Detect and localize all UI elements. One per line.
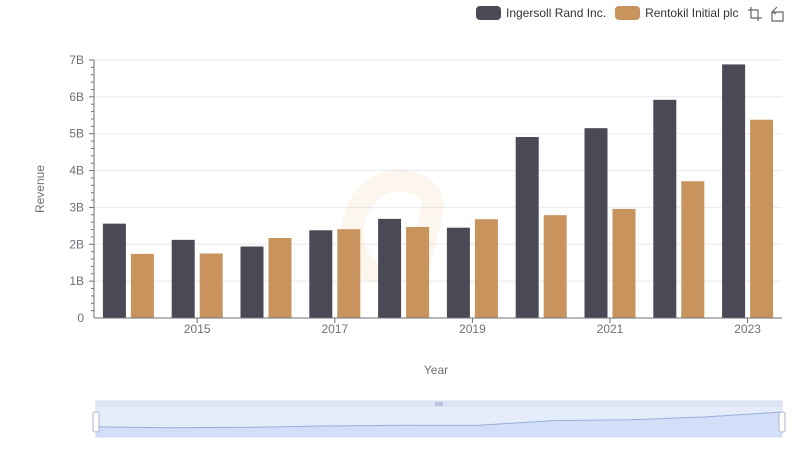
bar-rentokil-2020[interactable] [543,215,567,318]
bar-ingersoll-rand-2016[interactable] [240,246,264,318]
bar-rentokil-2014[interactable] [130,253,154,318]
gridlines [94,59,782,282]
x-tick-label: 2017 [321,322,348,336]
bar-rentokil-2019[interactable] [474,219,498,318]
bar-ingersoll-rand-2014[interactable] [102,223,126,318]
legend-swatch-rentokil [615,6,641,20]
bar-rentokil-2016[interactable] [268,238,292,318]
data-zoom-handle-left[interactable] [92,411,100,433]
legend-swatch-ingersoll-rand [476,6,501,20]
chart-legend: Ingersoll Rand Inc. Rentokil Initial plc [476,3,747,23]
x-tick-label: 2021 [597,322,624,336]
y-tick-label: 1B [69,274,84,288]
data-zoom-preview-line [95,411,783,429]
legend-label-ingersoll-rand: Ingersoll Rand Inc. [506,6,607,20]
x-axis-label: Year [424,363,448,377]
data-zoom-slider[interactable] [92,400,786,438]
bar-ingersoll-rand-2020[interactable] [515,137,539,318]
y-tick-label: 3B [69,200,84,214]
y-tick-label: 5B [69,127,84,141]
y-axis-label: Revenue [33,165,47,213]
legend-label-rentokil: Rentokil Initial plc [645,6,739,20]
bar-ingersoll-rand-2021[interactable] [584,128,608,318]
y-tick-label: 2B [69,237,84,251]
y-tick-label: 6B [69,90,84,104]
legend-item-rentokil[interactable]: Rentokil Initial plc [615,6,738,20]
y-tick-label: 0 [77,311,84,325]
bar-ingersoll-rand-2018[interactable] [378,218,402,318]
restore-icon[interactable] [768,5,786,23]
x-tick-label: 2023 [734,322,761,336]
zoom-icon[interactable] [746,5,764,23]
bar-ingersoll-rand-2015[interactable] [171,239,195,318]
data-zoom-move-handle[interactable] [435,402,443,406]
bar-ingersoll-rand-2017[interactable] [309,230,333,318]
y-tick-label: 7B [69,53,84,67]
legend-item-ingersoll-rand[interactable]: Ingersoll Rand Inc. [476,6,606,20]
bar-rentokil-2022[interactable] [681,181,705,318]
data-zoom-preview-area [96,412,782,437]
bar-rentokil-2017[interactable] [337,229,361,318]
data-zoom-handle-right[interactable] [778,411,786,433]
bar-ingersoll-rand-2019[interactable] [446,227,470,318]
bar-rentokil-2021[interactable] [612,208,636,318]
bar-ingersoll-rand-2023[interactable] [722,64,746,319]
x-tick-label: 2019 [459,322,486,336]
y-tick-label: 4B [69,164,84,178]
chart-toolbox [746,5,790,23]
x-tick-label: 2015 [184,322,211,336]
bar-rentokil-2015[interactable] [199,253,223,319]
bar-ingersoll-rand-2022[interactable] [653,99,677,318]
axes: 0 1B 2B 3B 4B 5B 6B 7B 2015 2017 2019 2021 2023 [69,53,782,336]
bar-rentokil-2023[interactable] [750,119,774,318]
bar-rentokil-2018[interactable] [406,226,430,318]
bars [102,64,774,319]
